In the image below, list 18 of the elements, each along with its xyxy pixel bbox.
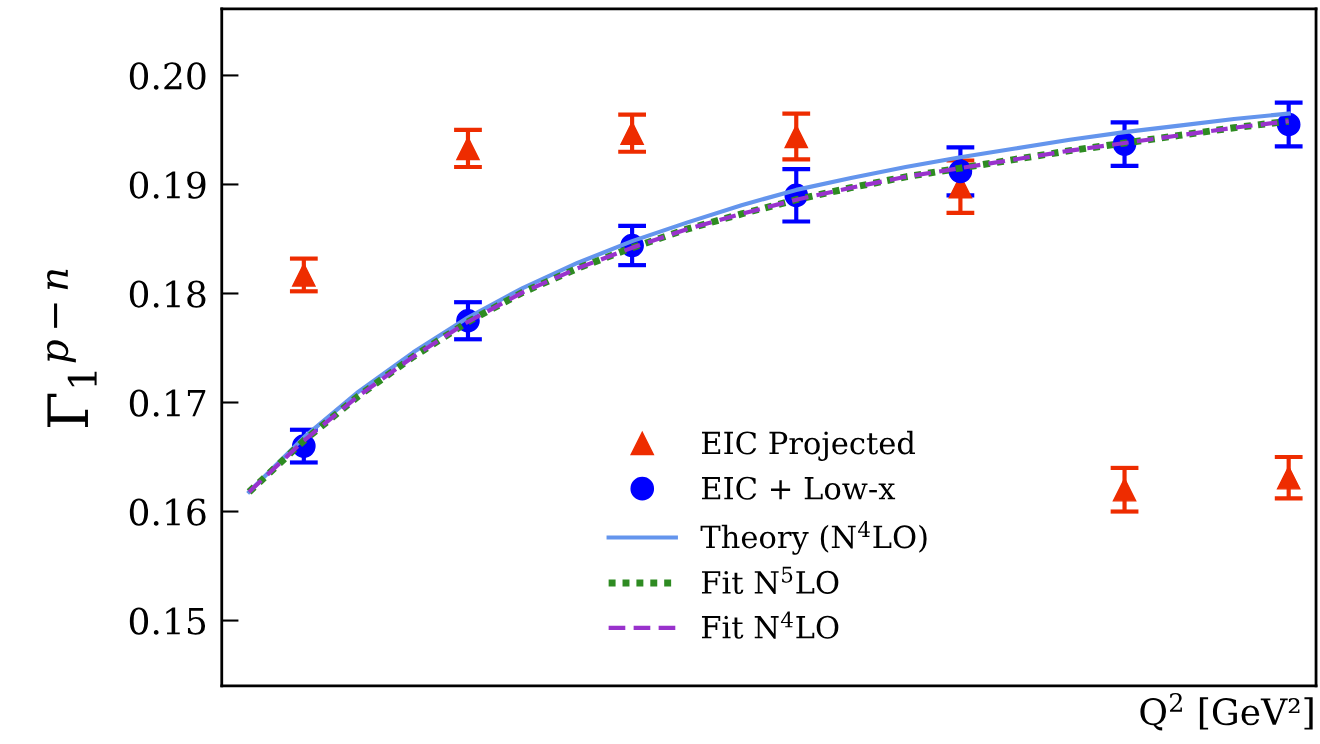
legend-label: Fit N$^{5}$LO xyxy=(701,566,839,594)
y-tick-label: 0.18 xyxy=(129,280,206,308)
point xyxy=(1112,477,1137,502)
legend-label: EIC + Low-x xyxy=(701,476,896,500)
legend-label: EIC Projected xyxy=(701,430,916,461)
legend-label: Theory (N$^{4}$LO) xyxy=(700,521,927,555)
y-tick-label: 0.17 xyxy=(129,389,206,417)
y-axis-title: Γ$_{1}$$^{p−n}$ xyxy=(47,269,97,427)
legend-label: Fit N$^{4}$LO xyxy=(701,611,839,639)
y-tick-label: 0.20 xyxy=(129,62,206,90)
y-tick-label: 0.16 xyxy=(129,498,206,526)
x-axis-title: Q$^{2}$ [GeV²] xyxy=(1140,692,1313,731)
point xyxy=(1276,465,1301,490)
y-tick-label: 0.15 xyxy=(129,607,206,635)
point xyxy=(292,263,316,287)
y-tick-label: 0.19 xyxy=(129,171,206,199)
point xyxy=(784,124,809,149)
point xyxy=(620,121,644,146)
